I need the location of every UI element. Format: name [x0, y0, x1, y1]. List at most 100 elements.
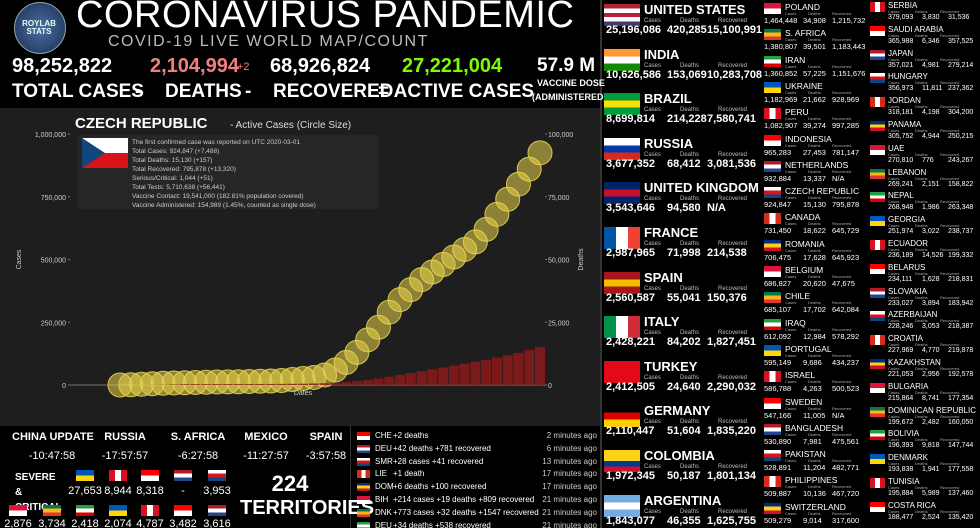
country-recovered: 263,348	[948, 204, 974, 212]
flag	[604, 494, 640, 517]
country-cases: 234,111	[888, 275, 913, 283]
column-label: Recovered	[718, 330, 748, 337]
column-label: Recovered	[940, 80, 960, 86]
country-name: SPAIN	[644, 269, 683, 285]
country-name: CZECH REPUBLIC	[785, 186, 860, 197]
y-tick-label: 1,000,000	[35, 132, 66, 139]
flag	[604, 360, 640, 383]
column-label: Deaths	[808, 168, 821, 174]
column-label: Deaths	[680, 18, 700, 24]
column-label: Deaths	[680, 62, 700, 69]
flag	[764, 423, 781, 435]
column-label: Deaths	[680, 151, 700, 158]
country-deaths: 94,580	[667, 202, 701, 215]
y2-tick-label: 75,000	[548, 195, 570, 202]
column-label: Cases	[644, 330, 662, 337]
column-label: Cases	[785, 405, 797, 411]
column-label: Recovered	[832, 484, 852, 490]
column-label: Deaths	[808, 89, 821, 95]
column-label: Cases	[785, 116, 797, 122]
country-name: CROATIA	[888, 334, 923, 344]
country-recovered: 2,290,032	[707, 380, 756, 393]
news-code: CHE	[375, 431, 392, 440]
death-bar	[481, 359, 492, 385]
severe-value: 3,953	[203, 485, 231, 497]
country-cases: 686,827	[764, 279, 792, 288]
totals-label: -	[245, 81, 252, 102]
country-recovered: 158,822	[948, 180, 974, 188]
column-label: Recovered	[940, 413, 960, 419]
flag	[604, 316, 640, 339]
news-code: LIE	[375, 469, 388, 479]
country-cases: 221,053	[888, 371, 914, 378]
country-recovered: 1,827,451	[707, 336, 756, 349]
country-cases: 268,948	[888, 204, 914, 212]
y2-tick-label: 25,000	[548, 320, 570, 327]
death-bar	[373, 378, 384, 385]
country-cases: 1,972,345	[606, 470, 655, 482]
death-bar	[222, 384, 233, 385]
flag	[870, 121, 885, 131]
column-label: Deaths	[680, 464, 700, 470]
column-label: Cases	[888, 56, 900, 62]
severe-value: 8,318	[136, 485, 164, 497]
column-label: Recovered	[940, 128, 960, 133]
country-cases: 3,677,352	[606, 157, 655, 170]
column-label: Recovered	[718, 419, 748, 426]
country-name: JORDAN	[888, 96, 921, 106]
column-label: Cases	[888, 151, 900, 157]
flag	[604, 48, 640, 71]
flag	[174, 505, 192, 516]
country-deaths: 4,944	[922, 133, 940, 140]
column-label: Cases	[644, 62, 662, 69]
column-label: Recovered	[718, 285, 748, 292]
update-label: CHINA UPDATE	[12, 431, 94, 443]
country-recovered: 237,362	[948, 85, 974, 93]
totals-label: DEATHS	[165, 81, 242, 102]
country-recovered: N/A	[832, 173, 845, 183]
column-label: Cases	[888, 508, 900, 514]
country-deaths: 17,702	[803, 305, 826, 315]
country-deaths: 68,412	[667, 157, 701, 170]
column-label: Deaths	[808, 116, 821, 122]
country-recovered: 177,354	[948, 394, 974, 402]
death-bar	[448, 365, 459, 385]
flag	[357, 483, 370, 492]
logo	[14, 2, 66, 54]
column-label: Deaths	[915, 175, 928, 181]
news-code: DEU	[375, 520, 392, 528]
country-cases: 509,887	[764, 489, 792, 499]
column-label: Cases	[785, 510, 797, 516]
column-label: Cases	[644, 285, 662, 292]
chart-title: CZECH REPUBLIC	[75, 115, 208, 132]
flag	[208, 505, 226, 516]
country-name: ROMANIA	[785, 238, 825, 249]
country-cases: 305,752	[888, 133, 914, 140]
country-cases: 1,464,448	[764, 16, 798, 25]
country-deaths: 9,686	[803, 357, 822, 367]
column-label: Deaths	[808, 142, 821, 148]
country-cases: 8,699,814	[606, 113, 655, 126]
flag	[870, 73, 885, 84]
column-label: Cases	[785, 458, 797, 464]
death-bar	[276, 383, 287, 385]
column-label: Cases	[785, 326, 797, 332]
flag	[764, 239, 781, 251]
info-line: Total Recovered: 795,878 (+13,320)	[132, 166, 236, 173]
flag	[870, 192, 885, 203]
flag	[357, 444, 370, 453]
death-bar	[330, 382, 341, 385]
country-deaths: 9,818	[922, 442, 940, 450]
flag	[357, 508, 370, 517]
country-cases: 685,107	[764, 305, 792, 315]
column-label: Deaths	[808, 458, 821, 464]
country-recovered: 500,523	[832, 384, 860, 394]
country-deaths: 11,005	[803, 410, 826, 420]
country-deaths: 11,204	[803, 463, 826, 473]
flag	[357, 432, 370, 440]
death-bar	[459, 363, 470, 385]
country-recovered: 218,831	[948, 275, 974, 283]
country-recovered: 219,878	[948, 347, 974, 355]
column-label: Cases	[785, 168, 797, 174]
country-name: SLOVAKIA	[888, 286, 927, 296]
